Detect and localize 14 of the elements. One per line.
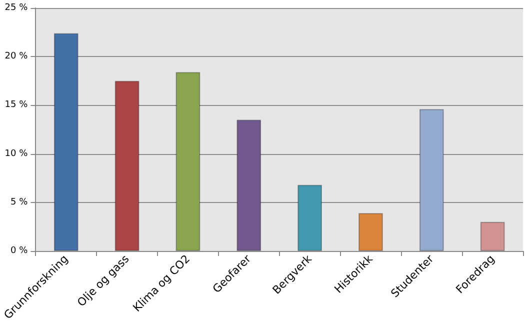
- y-tick-label: 0 %: [10, 246, 28, 256]
- bar: [176, 72, 200, 251]
- bar: [236, 120, 262, 251]
- bar: [358, 213, 383, 251]
- bar: [480, 222, 505, 251]
- bar: [419, 109, 444, 251]
- y-tick-label: 25 %: [4, 3, 28, 13]
- bar: [54, 33, 78, 251]
- bar: [114, 80, 140, 251]
- y-tick-label: 15 %: [4, 100, 28, 110]
- bar: [298, 184, 322, 251]
- y-tick-label: 20 %: [4, 52, 28, 62]
- y-tick-label: 10 %: [4, 148, 28, 159]
- y-tick-label: 5 %: [10, 197, 28, 208]
